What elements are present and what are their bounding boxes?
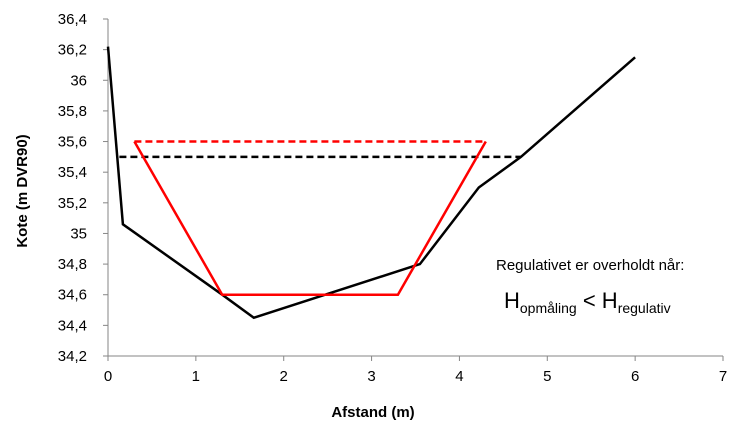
y-tick-label: 36,4	[58, 11, 87, 28]
y-tick-label: 34,2	[58, 348, 87, 365]
x-tick-label: 5	[543, 368, 551, 385]
annotation-sub2: regulativ	[618, 300, 671, 316]
series-line-3	[133, 140, 487, 296]
annotation-h2: H	[602, 288, 618, 313]
y-tick-label: 34,6	[58, 287, 87, 304]
y-tick-label: 35,8	[58, 103, 87, 120]
x-tick-label: 6	[631, 368, 639, 385]
x-axis-title: Afstand (m)	[331, 404, 414, 421]
x-tick-label: 4	[455, 368, 463, 385]
y-tick-label: 35	[70, 225, 87, 242]
y-tick-label: 35,4	[58, 164, 87, 181]
axes	[103, 18, 724, 361]
y-tick-label: 35,6	[58, 134, 87, 151]
annotation-h1: H	[504, 288, 520, 313]
x-tick-label: 1	[192, 368, 200, 385]
y-tick-label: 35,2	[58, 195, 87, 212]
x-tick-label: 0	[104, 368, 112, 385]
y-tick-label: 34,4	[58, 317, 87, 334]
y-tick-label: 34,8	[58, 256, 87, 273]
annotation-sub1: opmåling	[520, 300, 577, 316]
x-tick-label: 2	[280, 368, 288, 385]
y-tick-label: 36	[70, 72, 87, 89]
annotation-formula: Hopmåling < Hregulativ	[504, 288, 671, 316]
y-tick-label: 36,2	[58, 42, 87, 59]
series-line-1	[106, 46, 636, 320]
annotation-line1: Regulativet er overholdt når:	[496, 257, 684, 274]
y-tick-labels: 34,2 34,4 34,6 34,8 35 35,2 35,4 35,6 35,8 36 36,2…	[58, 11, 87, 365]
series-layer	[106, 46, 636, 320]
x-tick-label: 3	[367, 368, 375, 385]
annotation-operator: <	[577, 288, 602, 313]
annotation: Regulativet er overholdt når: Hopmåling …	[496, 257, 684, 316]
x-tick-labels: 0 1 2 3 4 5 6 7	[104, 368, 727, 385]
y-axis-title: Kote (m DVR90)	[14, 134, 31, 247]
x-tick-label: 7	[719, 368, 727, 385]
